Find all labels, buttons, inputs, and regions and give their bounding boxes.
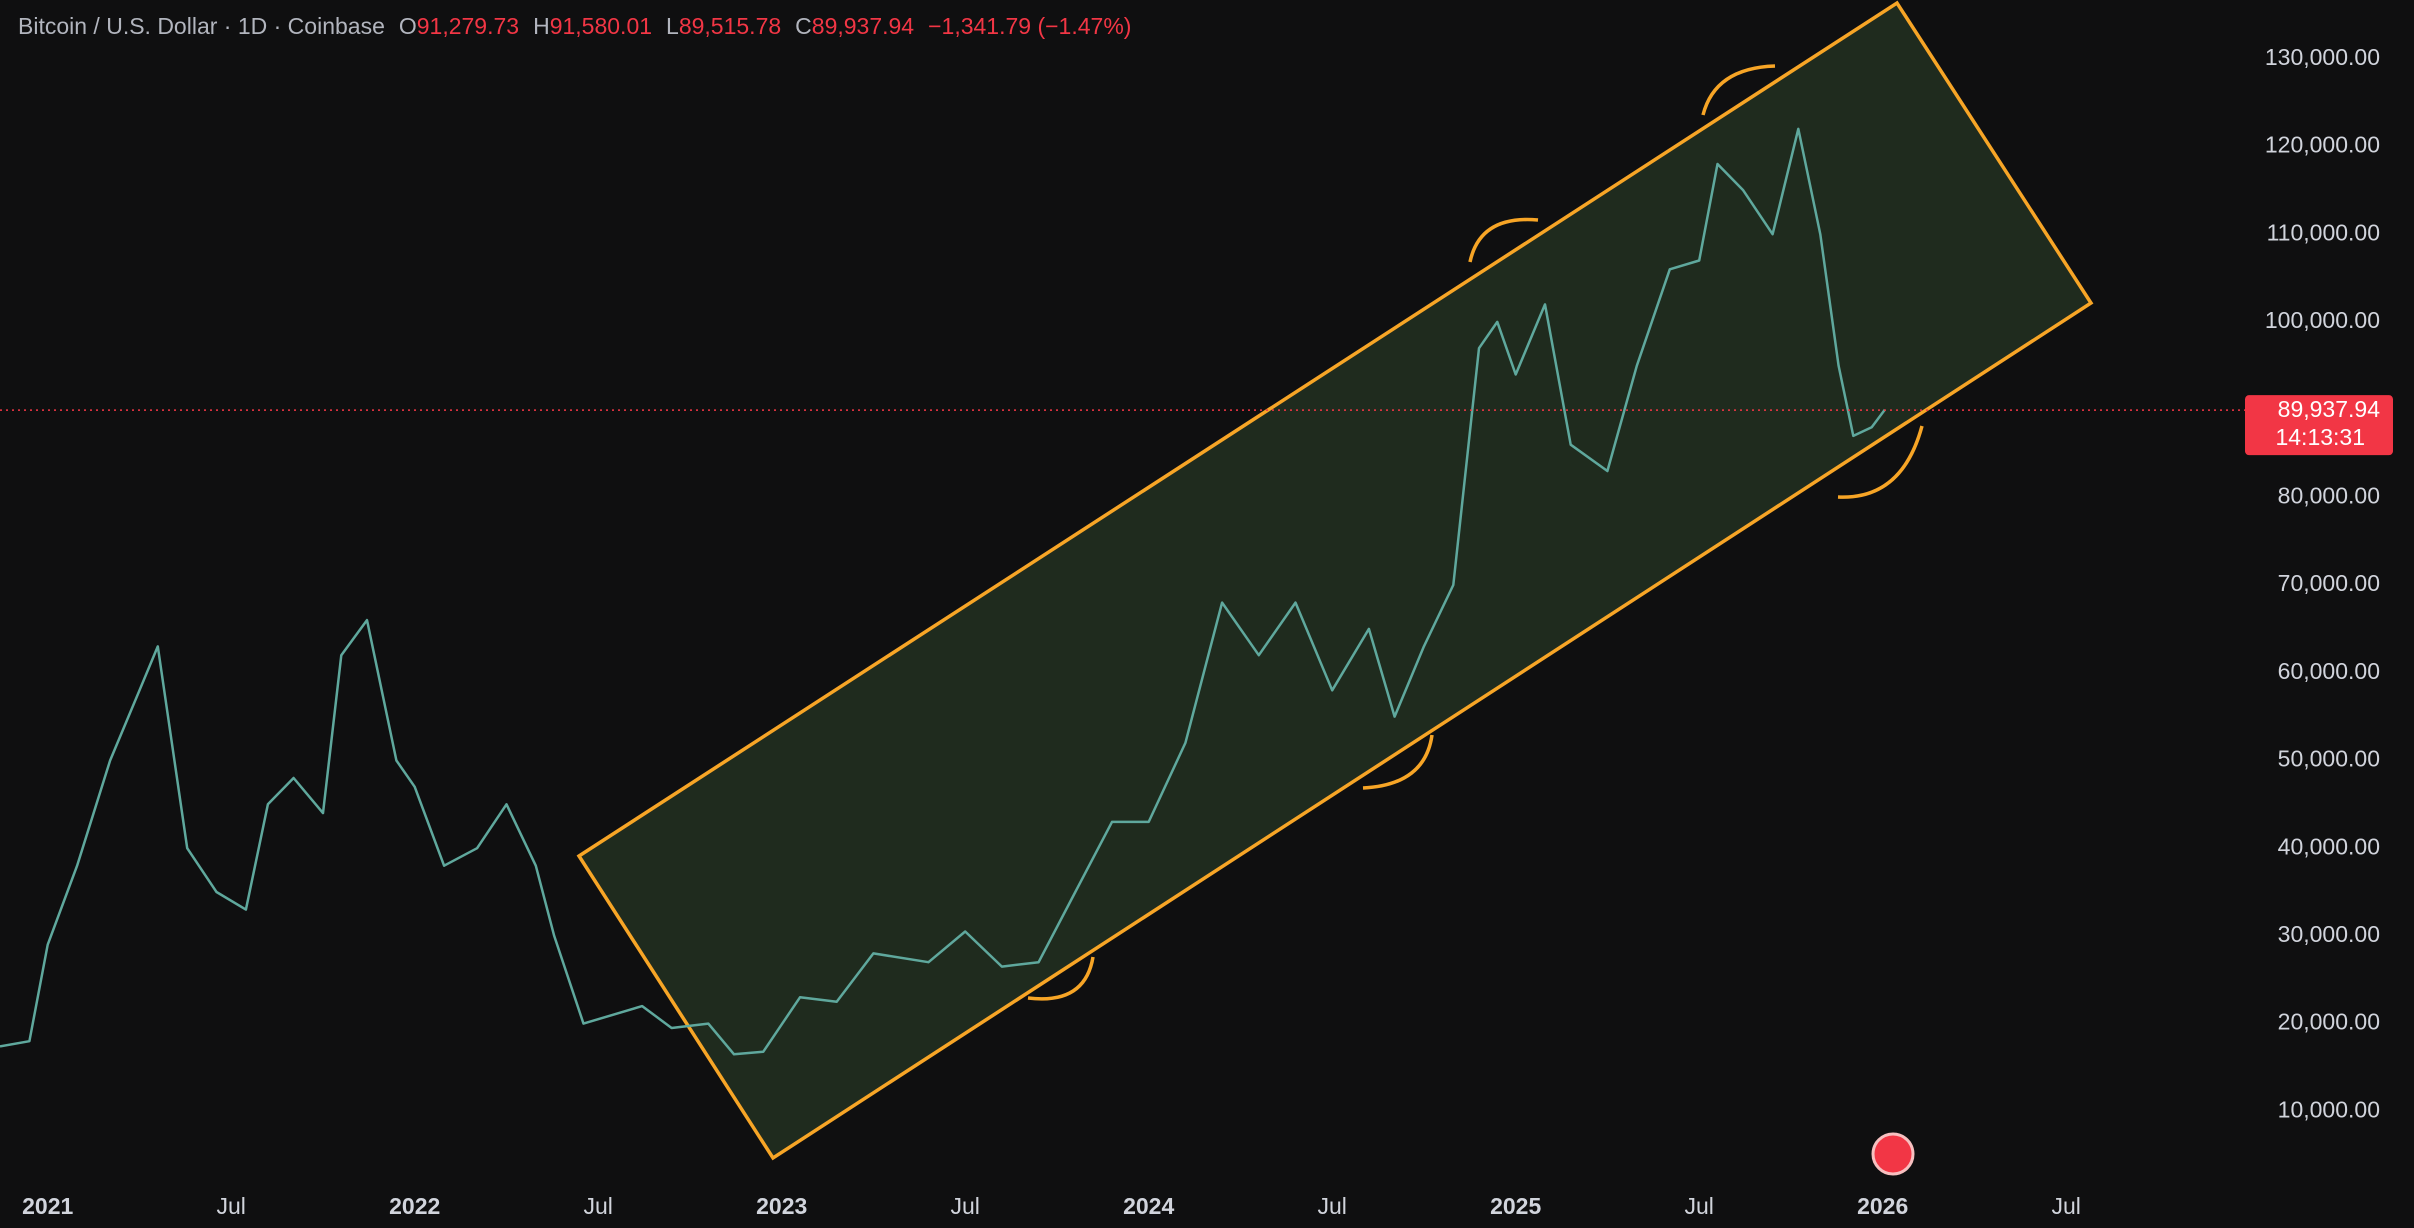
y-tick-label: 40,000.00 xyxy=(2278,833,2380,859)
ohlc-value: 91,279.73 xyxy=(417,13,519,39)
y-tick-label: 10,000.00 xyxy=(2278,1096,2380,1122)
price-line xyxy=(0,127,1886,1056)
x-tick-label: 2023 xyxy=(756,1193,807,1219)
touch-arc xyxy=(1468,217,1539,263)
x-tick-label: Jul xyxy=(217,1193,246,1219)
y-tick-label: 100,000.00 xyxy=(2265,307,2380,333)
y-tick-label: 60,000.00 xyxy=(2278,658,2380,684)
plot xyxy=(0,127,1886,1056)
change: −1,341.79 (−1.47%) xyxy=(928,13,1131,39)
touch-arc xyxy=(1362,734,1434,790)
y-tick-label: 30,000.00 xyxy=(2278,921,2380,947)
touch-arc xyxy=(1027,956,1095,1001)
y-tick-label: 130,000.00 xyxy=(2265,44,2380,70)
ohlc-value: 89,515.78 xyxy=(679,13,781,39)
ohlc-label: H xyxy=(533,13,550,39)
y-tick-label: 80,000.00 xyxy=(2278,482,2380,508)
x-tick-label: 2024 xyxy=(1123,1193,1174,1219)
symbol: Bitcoin / U.S. Dollar · 1D · Coinbase xyxy=(18,13,385,39)
touch-arc xyxy=(1701,64,1776,116)
x-tick-label: 2025 xyxy=(1490,1193,1541,1219)
touch-markers xyxy=(1027,64,1924,1001)
y-tick-label: 50,000.00 xyxy=(2278,746,2380,772)
ohlc-value: 89,937.94 xyxy=(812,13,915,39)
last-price-label: 89,937.94 xyxy=(2278,396,2381,422)
x-tick-label: Jul xyxy=(2051,1193,2080,1219)
touch-arc xyxy=(1837,425,1924,499)
y-tick-label: 110,000.00 xyxy=(2267,219,2380,245)
y-tick-label: 20,000.00 xyxy=(2278,1009,2380,1035)
x-tick-label: Jul xyxy=(583,1193,612,1219)
x-tick-label: Jul xyxy=(1684,1193,1713,1219)
y-tick-label: 70,000.00 xyxy=(2278,570,2380,596)
ohlc-label: L xyxy=(666,13,679,39)
x-tick-label: 2021 xyxy=(22,1193,73,1219)
y-tick-label: 120,000.00 xyxy=(2265,132,2380,158)
x-tick-label: Jul xyxy=(950,1193,979,1219)
ohlc-label: C xyxy=(795,13,812,39)
x-tick-label: 2026 xyxy=(1857,1193,1908,1219)
x-tick-label: Jul xyxy=(1317,1193,1346,1219)
x-tick-label: 2022 xyxy=(389,1193,440,1219)
channel xyxy=(576,0,2094,1161)
ohlc-label: O xyxy=(399,13,417,39)
ohlc-value: 91,580.01 xyxy=(550,13,652,39)
price-badge xyxy=(2245,395,2393,456)
event-icon xyxy=(1871,1132,1915,1176)
countdown: 14:13:31 xyxy=(2275,424,2365,450)
header: Bitcoin / U.S. Dollar · 1D · Coinbase O91… xyxy=(18,13,1131,39)
